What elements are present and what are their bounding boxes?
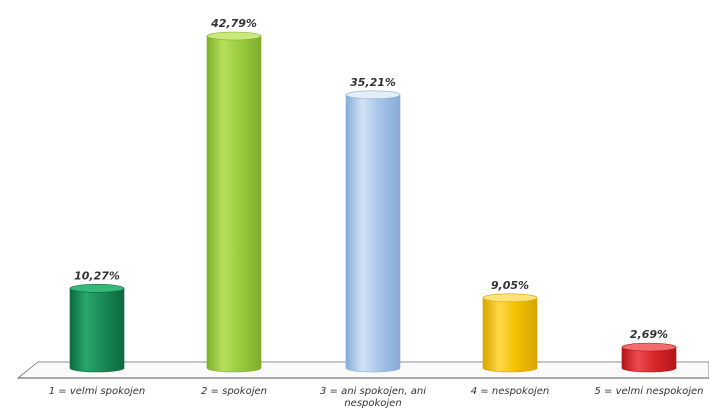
category-label-line: 2 = spokojen	[201, 386, 267, 397]
category-label-2: 2 = spokojen	[201, 386, 267, 397]
bar-4	[482, 293, 538, 373]
category-label-1: 1 = velmi spokojen	[49, 386, 146, 397]
bar-5	[621, 342, 677, 373]
bar-top-2	[206, 31, 262, 41]
value-label-5: 2,69%	[630, 328, 668, 341]
bar-top-3	[345, 90, 401, 100]
bar-body-5	[621, 346, 677, 373]
value-label-4: 9,05%	[491, 279, 529, 292]
bar-3	[345, 90, 401, 373]
value-labels: 10,27% 42,79% 35,21% 9,05% 2,69%	[74, 17, 668, 341]
value-label-1: 10,27%	[74, 269, 120, 282]
bar-body-3	[345, 94, 401, 373]
category-label-line: 1 = velmi spokojen	[49, 386, 146, 397]
category-label-3: 3 = ani spokojen, ani nespokojen	[320, 386, 426, 409]
bar-top-4	[482, 293, 538, 303]
bar-body-4	[482, 297, 538, 373]
category-label-line: 4 = nespokojen	[471, 386, 549, 397]
bar-body-1	[69, 288, 125, 373]
category-labels: 1 = velmi spokojen 2 = spokojen 3 = ani sp…	[49, 386, 704, 409]
category-label-line: nespokojen	[344, 398, 401, 409]
value-label-2: 42,79%	[210, 17, 257, 30]
value-label-3: 35,21%	[350, 76, 396, 89]
bar-top-5	[621, 342, 677, 352]
bar-2	[206, 31, 262, 373]
bar-body-2	[206, 35, 262, 373]
category-label-line: 5 = velmi nespokojen	[595, 386, 704, 397]
bars	[69, 31, 677, 373]
category-label-line: 3 = ani spokojen, ani	[320, 386, 426, 397]
category-label-5: 5 = velmi nespokojen	[595, 386, 704, 397]
bar-1	[69, 284, 125, 373]
bar-top-1	[69, 284, 125, 293]
category-label-4: 4 = nespokojen	[471, 386, 549, 397]
